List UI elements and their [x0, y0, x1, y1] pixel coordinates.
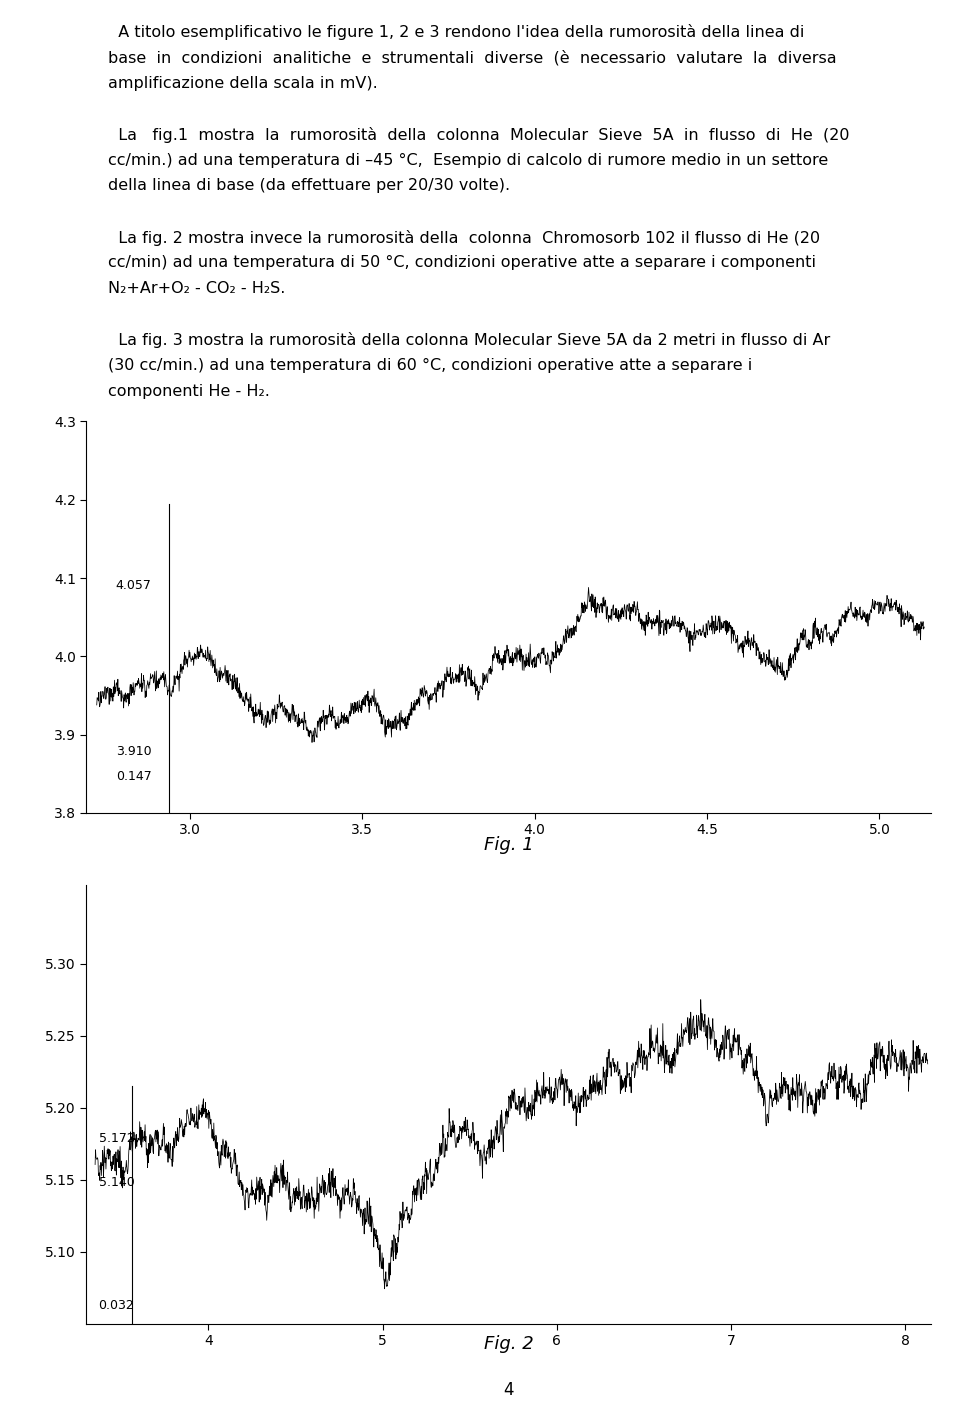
- Text: componenti He - H₂.: componenti He - H₂.: [108, 384, 270, 399]
- Text: 5.140: 5.140: [99, 1176, 134, 1190]
- Text: 3.910: 3.910: [116, 746, 152, 759]
- Text: Fig. 1: Fig. 1: [484, 836, 534, 854]
- Text: 4.057: 4.057: [116, 580, 152, 592]
- Text: La fig. 3 mostra la rumorosità della colonna Molecular Sieve 5A da 2 metri in fl: La fig. 3 mostra la rumorosità della col…: [108, 333, 829, 348]
- Text: Fig. 2: Fig. 2: [484, 1335, 534, 1354]
- Text: 4: 4: [504, 1382, 514, 1399]
- Text: 5.172: 5.172: [99, 1132, 134, 1145]
- Text: amplificazione della scala in mV).: amplificazione della scala in mV).: [108, 76, 377, 90]
- Text: cc/min) ad una temperatura di 50 °C, condizioni operative atte a separare i comp: cc/min) ad una temperatura di 50 °C, con…: [108, 255, 815, 271]
- Text: 0.032: 0.032: [99, 1299, 134, 1311]
- Text: base  in  condizioni  analitiche  e  strumentali  diverse  (è  necessario  valut: base in condizioni analitiche e strument…: [108, 49, 836, 65]
- Text: La   fig.1  mostra  la  rumorosità  della  colonna  Molecular  Sieve  5A  in  fl: La fig.1 mostra la rumorosità della colo…: [108, 127, 849, 142]
- Text: 0.147: 0.147: [116, 770, 152, 783]
- Text: La fig. 2 mostra invece la rumorosità della  colonna  Chromosorb 102 il flusso d: La fig. 2 mostra invece la rumorosità de…: [108, 230, 820, 245]
- Text: cc/min.) ad una temperatura di –45 °C,  Esempio di calcolo di rumore medio in un: cc/min.) ad una temperatura di –45 °C, E…: [108, 152, 828, 168]
- Text: A titolo esemplificativo le figure 1, 2 e 3 rendono l'idea della rumorosità dell: A titolo esemplificativo le figure 1, 2 …: [108, 24, 804, 41]
- Text: N₂+Ar+O₂ - CO₂ - H₂S.: N₂+Ar+O₂ - CO₂ - H₂S.: [108, 281, 285, 296]
- Text: (30 cc/min.) ad una temperatura di 60 °C, condizioni operative atte a separare i: (30 cc/min.) ad una temperatura di 60 °C…: [108, 358, 752, 372]
- Text: della linea di base (da effettuare per 20/30 volte).: della linea di base (da effettuare per 2…: [108, 178, 510, 193]
